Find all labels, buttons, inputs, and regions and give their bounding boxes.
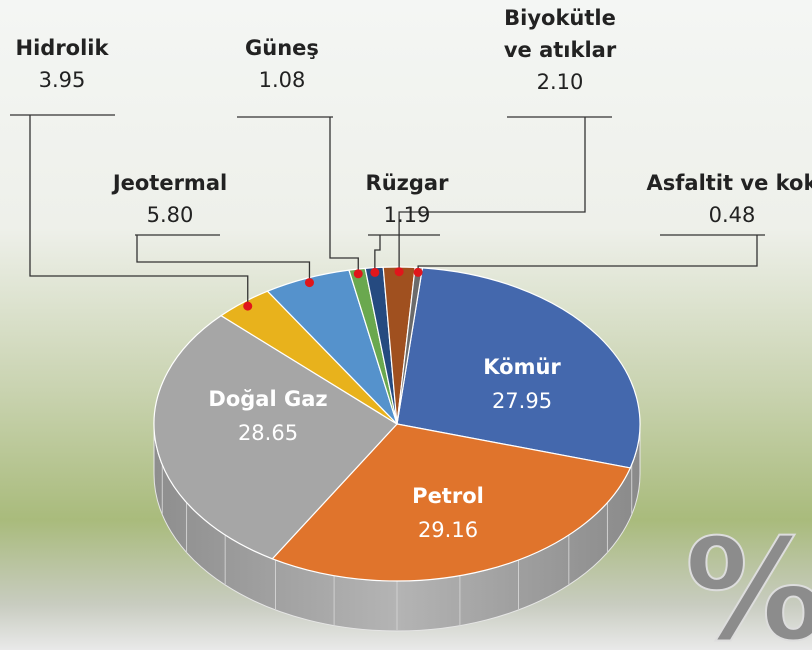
leader-dot: [395, 267, 404, 276]
page: % Kömür 27.95 Petrol 29.16 Doğal Gaz 28.65 Hi…: [0, 0, 812, 650]
category-label: Hidrolik: [0, 32, 142, 64]
category-label: Güneş: [202, 32, 362, 64]
value-label: 1.19: [327, 199, 487, 231]
leader-dot: [354, 269, 363, 278]
chart: % Kömür 27.95 Petrol 29.16 Doğal Gaz 28.65: [0, 0, 812, 650]
value-label: 1.08: [202, 64, 362, 96]
value-label: 0.48: [612, 199, 812, 231]
category-label: Rüzgar: [327, 167, 487, 199]
slice-label: Kömür: [483, 355, 561, 379]
category-label: Asfaltit ve kok: [612, 167, 812, 199]
leader-line: [418, 235, 765, 272]
leader-dot: [370, 268, 379, 277]
value-label: 2.10: [495, 66, 625, 98]
percent-symbol: %: [685, 510, 812, 650]
leader-dot: [305, 278, 314, 287]
leader-dot: [414, 268, 423, 277]
value-label: 3.95: [0, 64, 142, 96]
slice-label: Doğal Gaz: [208, 387, 327, 411]
slice-label: Petrol: [412, 484, 484, 508]
leader-dot: [243, 302, 252, 311]
slice-value: 28.65: [238, 421, 298, 445]
slice-value: 29.16: [418, 518, 478, 542]
slice-value: 27.95: [492, 389, 552, 413]
category-label: Biyokütle ve atıklar: [495, 2, 625, 66]
category-label: Jeotermal: [90, 167, 250, 199]
value-label: 5.80: [90, 199, 250, 231]
